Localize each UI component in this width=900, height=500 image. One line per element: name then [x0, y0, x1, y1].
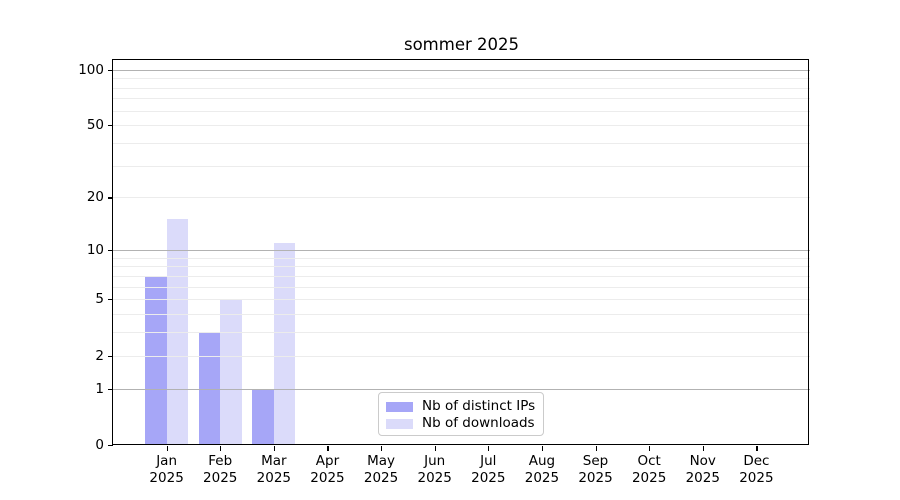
y-tick-1 [108, 388, 113, 390]
legend-entry-downloads: Nb of downloads [386, 415, 536, 432]
legend: Nb of distinct IPs Nb of downloads [378, 392, 544, 436]
major-gridline-1 [113, 388, 810, 390]
minor-gridline-70 [113, 98, 810, 100]
minor-gridline-90 [113, 78, 810, 80]
y-tick-label-1: 1 [95, 380, 104, 397]
x-tick-label-apr: Apr 2025 [310, 453, 345, 486]
minor-gridline-60 [113, 110, 810, 112]
y-tick-label-100: 100 [78, 61, 104, 78]
y-tick-100 [108, 69, 113, 71]
x-tick-label-feb: Feb 2025 [203, 453, 238, 486]
x-tick-label-jan: Jan 2025 [149, 453, 184, 486]
minor-gridline-8 [113, 266, 810, 268]
x-tick-mar [273, 446, 276, 451]
y-tick-5 [108, 299, 113, 301]
y-tick-label-20: 20 [86, 189, 104, 206]
minor-gridline-9 [113, 257, 810, 259]
minor-gridline-50 [113, 125, 810, 127]
minor-gridline-80 [113, 87, 810, 89]
minor-gridline-6 [113, 286, 810, 288]
y-tick-label-5: 5 [95, 291, 104, 308]
x-tick-label-may: May 2025 [363, 453, 399, 486]
y-tick-20 [108, 197, 113, 199]
x-tick-label-nov: Nov 2025 [685, 453, 720, 486]
x-tick-label-sep: Sep 2025 [578, 453, 613, 486]
bar-downloads-mar [273, 242, 296, 445]
bar-downloads-feb [220, 299, 242, 445]
minor-gridline-2 [113, 355, 810, 357]
chart-title: sommer 2025 [403, 35, 519, 54]
y-tick-label-0: 0 [95, 437, 104, 453]
legend-label-distinct-ips: Nb of distinct IPs [422, 398, 536, 414]
major-gridline-10 [113, 249, 810, 251]
y-tick-label-2: 2 [95, 347, 104, 364]
legend-swatch-distinct-ips [386, 401, 413, 412]
minor-gridline-3 [113, 332, 810, 334]
y-tick-2 [108, 355, 113, 357]
minor-gridline-20 [113, 197, 810, 199]
x-tick-oct [649, 446, 651, 451]
x-tick-jan [166, 446, 168, 451]
legend-entry-distinct-ips: Nb of distinct IPs [386, 398, 536, 415]
bar-distinct-ips-jan [145, 275, 167, 445]
y-tick-10 [108, 249, 113, 252]
x-tick-feb [220, 446, 222, 451]
y-tick-label-10: 10 [86, 241, 104, 258]
x-tick-label-jun: Jun 2025 [417, 453, 452, 486]
minor-gridline-30 [113, 165, 810, 167]
legend-label-downloads: Nb of downloads [422, 415, 535, 431]
x-tick-nov [702, 446, 704, 451]
major-gridline-100 [113, 69, 810, 71]
minor-gridline-40 [113, 142, 810, 144]
legend-swatch-downloads [386, 418, 413, 429]
x-tick-apr [327, 446, 329, 451]
x-tick-label-aug: Aug 2025 [524, 453, 560, 486]
x-tick-dec [756, 446, 758, 451]
y-tick-label-50: 50 [86, 117, 104, 134]
x-tick-label-jul: Jul 2025 [471, 453, 506, 486]
x-tick-jul [488, 446, 490, 451]
x-tick-label-mar: Mar 2025 [256, 453, 292, 486]
y-tick-0 [108, 445, 113, 447]
minor-gridline-7 [113, 275, 810, 277]
x-tick-aug [541, 446, 544, 451]
y-tick-50 [108, 125, 113, 127]
x-tick-sep [595, 446, 597, 451]
bar-distinct-ips-mar [252, 388, 274, 445]
minor-gridline-4 [113, 314, 810, 316]
x-tick-label-dec: Dec 2025 [739, 453, 774, 486]
x-tick-jun [434, 446, 436, 451]
x-tick-may [381, 446, 383, 451]
minor-gridline-5 [113, 299, 810, 301]
x-tick-label-oct: Oct 2025 [631, 453, 667, 486]
